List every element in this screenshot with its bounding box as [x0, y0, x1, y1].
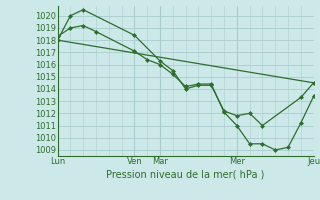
X-axis label: Pression niveau de la mer( hPa ): Pression niveau de la mer( hPa ) — [107, 169, 265, 179]
